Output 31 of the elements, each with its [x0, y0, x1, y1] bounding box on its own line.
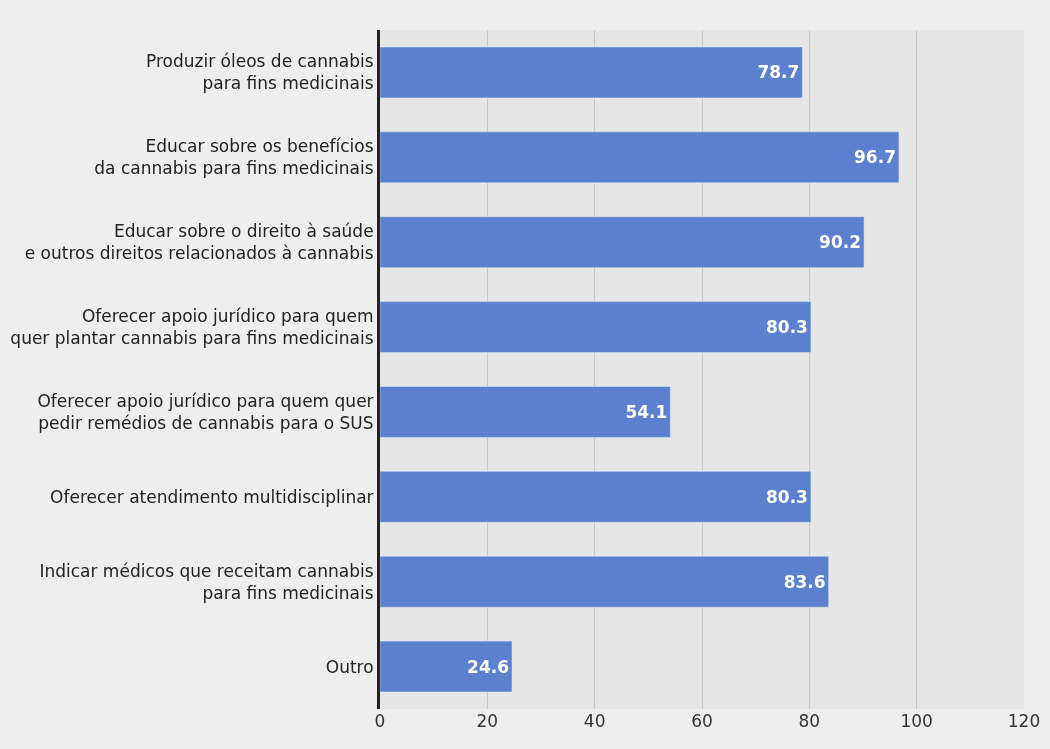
x-tick-label: 0 [374, 711, 386, 731]
data-label: 78.7 [757, 62, 800, 83]
y-tick-label: Indicar médicos que receitam cannabis para fins medicinais [39, 560, 374, 603]
y-tick-label: Oferecer atendimento multidisciplinar [50, 486, 374, 507]
x-tick-label: 100 [900, 711, 933, 731]
bar [380, 555, 829, 608]
data-label: 96.7 [854, 147, 896, 168]
bar [380, 46, 803, 99]
bar [380, 471, 812, 523]
data-label: 90.2 [819, 232, 862, 253]
x-tick-label: 60 [691, 711, 713, 731]
y-tick-label: Educar sobre os benefícios da cannabis para fins medicinais [94, 136, 374, 179]
y-tick-label: Outro [325, 656, 374, 677]
y-tick-label: Oferecer apoio jurídico para quem quer plantar cannabis para fins medicinais [10, 305, 374, 349]
bar [380, 386, 671, 438]
bar [380, 640, 513, 693]
x-tick-label: 40 [583, 711, 606, 731]
x-tick-label: 20 [476, 711, 499, 731]
bar [380, 131, 900, 184]
data-label: 83.6 [783, 571, 826, 592]
data-label: 24.6 [467, 656, 510, 677]
x-tick-label: 80 [798, 711, 821, 731]
data-label: 80.3 [765, 486, 808, 507]
y-tick-label: Educar sobre o direito à saúde e outros direitos relacionados à cannabis [24, 221, 374, 264]
x-tick-label: 120 [1007, 711, 1041, 731]
bar [380, 216, 865, 268]
y-tick-label: Oferecer apoio jurídico para quem quer pedir remédios de cannabis para o SUS [37, 390, 374, 433]
y-tick-label: Produzir óleos de cannabis para fins medicinais [146, 51, 374, 94]
data-label: 54.1 [625, 401, 668, 422]
bar [380, 301, 812, 353]
data-label: 80.3 [765, 317, 808, 338]
